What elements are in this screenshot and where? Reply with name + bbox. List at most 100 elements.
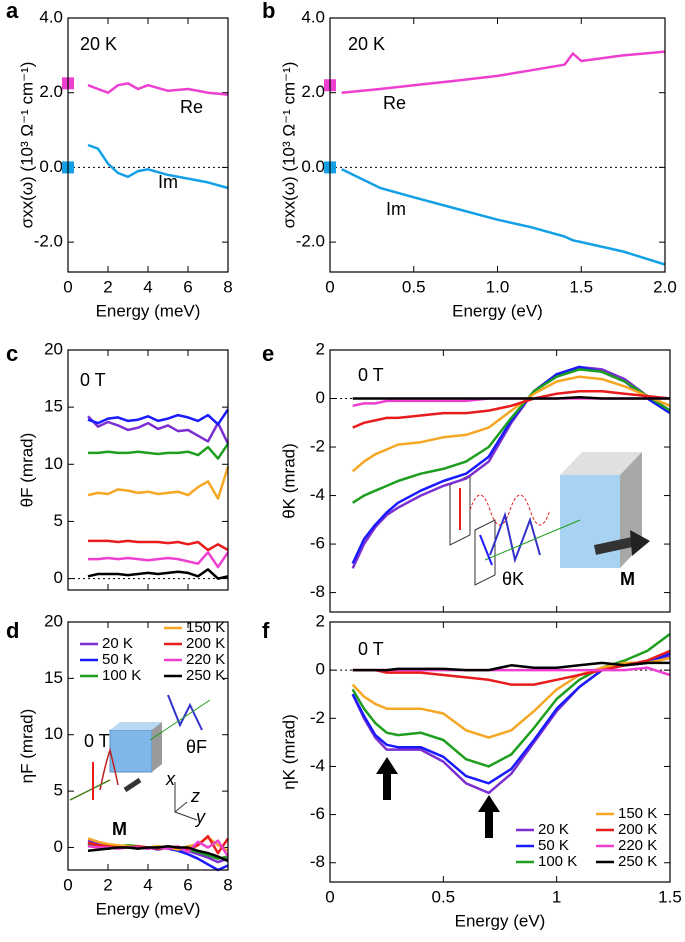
annotation: θF: [186, 737, 207, 757]
line: [87, 845, 229, 863]
y-tick-label: 20: [44, 611, 63, 630]
panel-label: f: [262, 618, 270, 643]
line: [352, 396, 670, 400]
x-tick-label: 4: [143, 277, 152, 296]
y-tick-label: -8: [310, 582, 325, 601]
y-tick-label: -2: [310, 708, 325, 727]
line: [87, 568, 229, 580]
panel-label: c: [6, 341, 18, 366]
y-tick-label: 0.0: [301, 157, 325, 176]
x-tick-label: 1.0: [486, 277, 510, 296]
arrows-f: [376, 757, 500, 838]
legend-label: 20 K: [102, 635, 133, 652]
line: [351, 654, 671, 795]
y-axis-label: θK (mrad): [279, 443, 298, 519]
x-tick-label: 6: [183, 875, 192, 894]
legend-label: 100 K: [538, 853, 577, 870]
line: [87, 143, 229, 190]
panel-label: a: [6, 0, 19, 23]
line: [352, 649, 671, 686]
line: [352, 368, 671, 504]
x-tick-label: 2: [103, 277, 112, 296]
plot-frame: [329, 349, 671, 613]
x-axis-label: Energy (eV): [455, 911, 546, 930]
legend-label: 50 K: [538, 837, 569, 854]
inset-d: [69, 694, 211, 821]
annotation: Im: [386, 199, 406, 219]
panel-e: e 2 0 -2 -4 -6 -8 θK (mrad) 0 T θK M: [262, 339, 671, 613]
x-axis-label: Energy (meV): [96, 899, 201, 918]
y-tick-label: 20: [44, 339, 63, 358]
line: [87, 415, 230, 445]
x-tick-label: 1.5: [569, 277, 593, 296]
line: [341, 50, 666, 94]
y-tick-label: 4.0: [39, 7, 63, 26]
legend-label: 100 K: [102, 667, 141, 684]
panel-label: b: [262, 0, 275, 23]
line: [352, 661, 670, 672]
annotation: 0 T: [358, 639, 384, 659]
plot-frame: [329, 621, 671, 883]
y-tick-label: 4.0: [301, 7, 325, 26]
y-tick-label: 0: [316, 660, 325, 679]
line: [87, 408, 230, 426]
line: [351, 365, 671, 569]
legend-label: 50 K: [102, 651, 133, 668]
annotation: M: [112, 819, 127, 839]
legend-label: 20 K: [538, 821, 569, 838]
annotation: Re: [383, 93, 406, 113]
legend-label: 200 K: [618, 821, 657, 838]
panel-c: c 0 5 10 15 20 θF (mrad) 0 T: [6, 339, 230, 591]
y-tick-label: 2: [316, 339, 325, 358]
line: [88, 443, 230, 460]
line: [87, 466, 230, 500]
x-axis-label: Energy (eV): [452, 301, 543, 320]
plot-frame: [67, 349, 229, 591]
annotation: 0 T: [358, 365, 384, 385]
annotation: Im: [158, 172, 178, 192]
y-tick-label: 5: [54, 511, 63, 530]
x-tick-label: 0: [63, 875, 72, 894]
x-tick-label: 0.5: [402, 277, 426, 296]
line: [88, 539, 229, 552]
y-tick-label: 10: [44, 724, 63, 743]
annotation: Re: [180, 97, 203, 117]
legend-label: 200 K: [186, 635, 225, 652]
y-tick-label: 2: [316, 611, 325, 630]
y-tick-label: 5: [54, 781, 63, 800]
x-tick-label: 0.5: [432, 887, 456, 906]
y-tick-label: 0: [54, 837, 63, 856]
x-tick-label: 2.0: [653, 277, 677, 296]
annotation: z: [190, 786, 200, 806]
plot-frame: [67, 621, 229, 871]
legend-label: 250 K: [618, 853, 657, 870]
y-tick-label: 0.0: [39, 157, 63, 176]
y-tick-label: 2.0: [301, 82, 325, 101]
y-axis-label: σxx(ω) (10³ Ω⁻¹ cm⁻¹): [17, 62, 36, 229]
legend-label: 150 K: [618, 805, 657, 822]
y-tick-label: -6: [310, 804, 325, 823]
y-tick-label: -2.0: [296, 232, 325, 251]
x-tick-label: 0: [325, 887, 334, 906]
y-tick-label: 10: [44, 454, 63, 473]
y-tick-label: 0: [316, 388, 325, 407]
legend-label: 220 K: [618, 837, 657, 854]
panel-d: d 0 5 10 15 20 0 2 4 6 8 Energy (meV) ηF (mrad) 0 T θF…: [6, 611, 233, 918]
y-axis-label: ηK (mrad): [279, 714, 298, 790]
inset-e: [449, 452, 650, 586]
line: [351, 375, 671, 473]
legend-label: 250 K: [186, 667, 225, 684]
x-tick-label: 0: [63, 277, 72, 296]
x-tick-label: 6: [183, 277, 192, 296]
annotation: 20 K: [348, 34, 385, 54]
y-axis-label: ηF (mrad): [17, 709, 36, 784]
y-tick-label: 15: [44, 668, 63, 687]
y-tick-label: -4: [310, 485, 325, 504]
y-tick-label: -2.0: [34, 232, 63, 251]
annotation: x: [165, 769, 176, 789]
panel-label: d: [6, 618, 19, 643]
y-tick-label: -6: [310, 534, 325, 553]
annotation: 0 T: [84, 731, 110, 751]
